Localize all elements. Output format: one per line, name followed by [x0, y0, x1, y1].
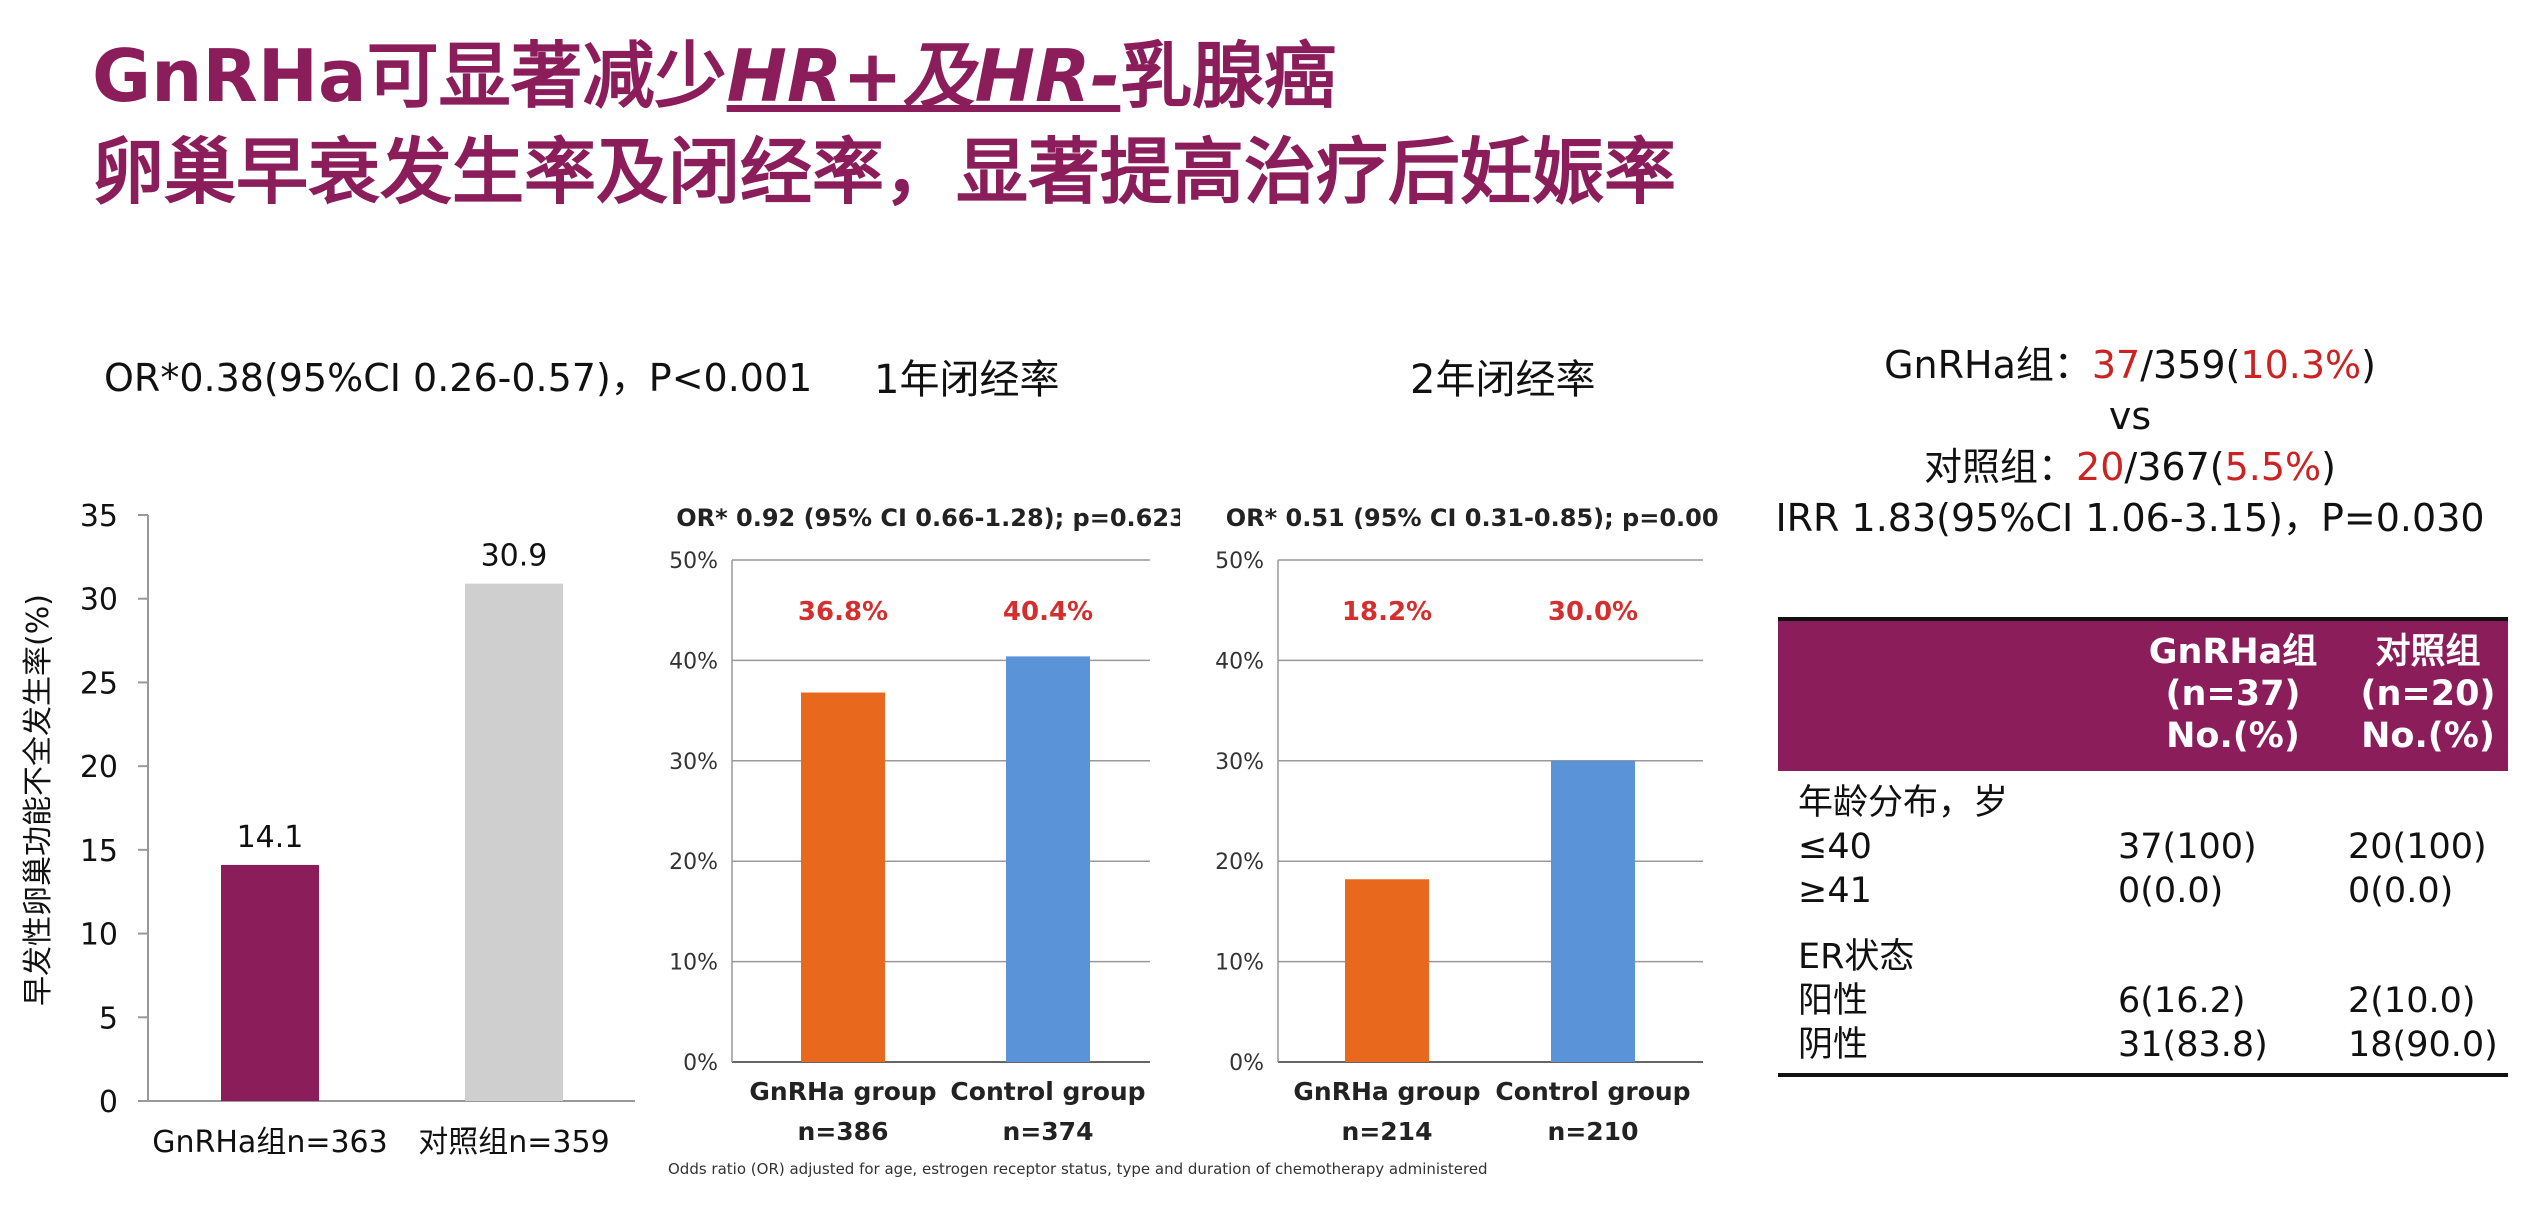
y-tick-label: 15: [80, 834, 118, 869]
y-axis-label: 早发性卵巢功能不全发生率(%): [21, 594, 56, 1006]
bar: [1345, 879, 1429, 1062]
y-tick-label: 30: [80, 583, 118, 618]
table-row: ER状态: [1798, 937, 1915, 977]
y-tick-label: 20%: [1215, 850, 1264, 875]
bar: [1006, 656, 1090, 1062]
y-tick-label: 50%: [669, 549, 718, 574]
y-tick-label: 25: [80, 666, 118, 701]
x-category-label: GnRHa组n=363: [152, 1125, 387, 1160]
bar-value-label: 36.8%: [798, 597, 888, 627]
chart-or-subtitle: OR* 0.92 (95% CI 0.66-1.28); p=0.623: [676, 504, 1180, 532]
table-row: ≥41 0(0.0) 0(0.0): [1798, 871, 2454, 911]
y-tick-label: 40%: [1215, 649, 1264, 674]
baseline-table: GnRHa组 (n=37) No.(%) 对照组 (n=20) No.(%) 年龄分布，…: [1778, 617, 2508, 1077]
chart1-subtitle: OR*0.38(95%CI 0.26-0.57)，P<0.001: [104, 356, 813, 400]
bar-value-label: 30.9: [481, 539, 548, 574]
y-tick-label: 0%: [1229, 1051, 1264, 1076]
x-n-label: n=210: [1548, 1117, 1639, 1146]
x-n-label: n=214: [1342, 1117, 1433, 1146]
x-category-label: GnRHa group: [1293, 1077, 1480, 1106]
y-tick-label: 0: [99, 1085, 118, 1120]
y-tick-label: 20%: [669, 850, 718, 875]
x-category-label: 对照组n=359: [418, 1125, 609, 1160]
chart3-title: 2年闭经率: [1410, 357, 1596, 403]
x-n-label: n=386: [798, 1117, 889, 1146]
y-tick-label: 35: [80, 499, 118, 534]
y-tick-label: 10%: [1215, 951, 1264, 976]
chart-or-subtitle: OR* 0.51 (95% CI 0.31-0.85); p=0.009: [1226, 504, 1720, 532]
x-n-label: n=374: [1003, 1117, 1094, 1146]
x-category-label: Control group: [1495, 1077, 1690, 1106]
y-tick-label: 20: [80, 750, 118, 785]
y-tick-label: 5: [99, 1001, 118, 1036]
bar-value-label: 40.4%: [1003, 597, 1093, 627]
y-tick-label: 10%: [669, 951, 718, 976]
chart2-amenorrhea-1yr: OR* 0.92 (95% CI 0.66-1.28); p=0.623 0% 10…: [669, 504, 1180, 1146]
bar-value-label: 18.2%: [1342, 597, 1432, 627]
bar: [1551, 760, 1635, 1062]
pregnancy-stats: GnRHa组：37/359(10.3%) vs 对照组：20/367(5.5%)…: [1760, 340, 2500, 544]
table-header-gnrha: GnRHa组 (n=37) No.(%): [2118, 617, 2348, 771]
bar-value-label: 30.0%: [1548, 597, 1638, 627]
y-tick-label: 50%: [1215, 549, 1264, 574]
irr-line: IRR 1.83(95%CI 1.06-3.15)，P=0.030: [1775, 496, 2485, 540]
title-hr-emphasis: HR+及HR-: [726, 34, 1121, 118]
chart3-amenorrhea-2yr: OR* 0.51 (95% CI 0.31-0.85); p=0.009 0% 10…: [1215, 504, 1720, 1146]
x-category-label: Control group: [950, 1077, 1145, 1106]
vs-text: vs: [2108, 394, 2152, 438]
gnrha-pregnancy-line: GnRHa组：37/359(10.3%): [1884, 343, 2376, 387]
y-tick-label: 30%: [669, 750, 718, 775]
slide-title: GnRHa可显著减少HR+及HR-乳腺癌 卵巢早衰发生率及闭经率，显著提高治疗后…: [92, 28, 1676, 220]
table-header-control: 对照组 (n=20) No.(%): [2348, 617, 2508, 771]
y-tick-label: 30%: [1215, 750, 1264, 775]
chart2-title: 1年闭经率: [874, 357, 1060, 403]
table-row: 年龄分布，岁: [1798, 783, 2009, 823]
table-header-blank: [1778, 617, 2118, 771]
chart-footnote: Odds ratio (OR) adjusted for age, estrog…: [668, 1160, 1488, 1178]
y-tick-label: 10: [80, 918, 118, 953]
bar: [465, 583, 563, 1101]
bar: [221, 864, 319, 1101]
title-line2: 卵巢早衰发生率及闭经率，显著提高治疗后妊娠率: [92, 130, 1677, 214]
control-pregnancy-line: 对照组：20/367(5.5%): [1924, 445, 2336, 489]
table-header-row: GnRHa组 (n=37) No.(%) 对照组 (n=20) No.(%): [1778, 617, 2508, 771]
chart1-poi-incidence: 0 5 10 15 20 25 30 35 14.1 GnRHa组n=363 30.9 对照组n=35…: [21, 499, 635, 1160]
title-line1: GnRHa可显著减少HR+及HR-乳腺癌: [92, 34, 1337, 118]
table-row: 阳性 6(16.2) 2(10.0): [1798, 981, 2476, 1021]
table-row: 阴性 31(83.8) 18(90.0): [1778, 1023, 2508, 1077]
y-tick-label: 40%: [669, 649, 718, 674]
y-tick-label: 0%: [683, 1051, 718, 1076]
x-category-label: GnRHa group: [749, 1077, 936, 1106]
bar: [801, 692, 885, 1062]
bar-value-label: 14.1: [237, 820, 304, 855]
table-row: ≤40 37(100) 20(100): [1798, 827, 2487, 867]
